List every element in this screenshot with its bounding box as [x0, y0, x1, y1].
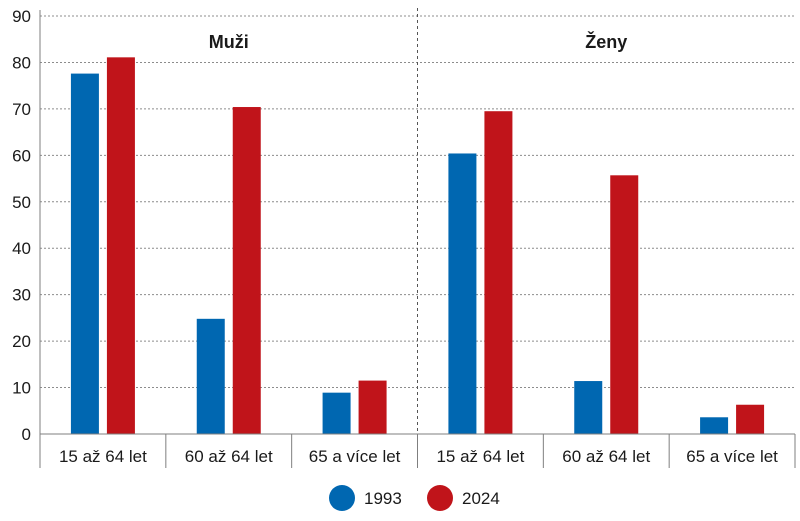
bar-1993: [700, 417, 729, 434]
category-label: 15 až 64 let: [59, 447, 147, 466]
y-tick-label: 60: [12, 146, 31, 165]
y-axis-tick-labels: 0 10 20 30 40 50 60 70 80 90: [12, 7, 31, 444]
legend-label: 2024: [462, 489, 500, 508]
category-label: 65 a více let: [686, 447, 778, 466]
bar-2024: [610, 175, 639, 434]
category-labels: 15 až 64 let 60 až 64 let 65 a více let 15 …: [59, 447, 778, 466]
bar-2024: [106, 57, 135, 434]
bar-1993: [448, 153, 477, 434]
y-tick-label: 40: [12, 239, 31, 258]
category-label: 60 až 64 let: [185, 447, 273, 466]
bar-1993: [196, 318, 225, 434]
bars: [70, 57, 765, 434]
bar-2024: [484, 111, 513, 434]
y-tick-label: 30: [12, 286, 31, 305]
category-label: 15 až 64 let: [436, 447, 524, 466]
y-tick-label: 80: [12, 53, 31, 72]
y-tick-label: 90: [12, 7, 31, 26]
bar-2024: [358, 380, 387, 434]
legend-swatch-1993: [329, 485, 355, 511]
bar-1993: [574, 381, 603, 434]
y-tick-label: 10: [12, 379, 31, 398]
bar-2024: [232, 107, 261, 434]
axes: [39, 8, 796, 468]
panel-title: Ženy: [585, 31, 627, 52]
panel-titles: Muži Ženy: [209, 31, 628, 52]
bar-1993: [70, 73, 99, 434]
category-label: 60 až 64 let: [562, 447, 650, 466]
y-tick-label: 50: [12, 193, 31, 212]
panel-title: Muži: [209, 32, 249, 52]
y-tick-label: 0: [22, 425, 31, 444]
legend-swatch-2024: [427, 485, 453, 511]
legend-label: 1993: [364, 489, 402, 508]
bar-1993: [322, 392, 351, 434]
category-label: 65 a více let: [309, 447, 401, 466]
bar-2024: [736, 404, 765, 434]
y-tick-label: 20: [12, 332, 31, 351]
y-tick-label: 70: [12, 100, 31, 119]
legend: 1993 2024: [329, 485, 500, 511]
